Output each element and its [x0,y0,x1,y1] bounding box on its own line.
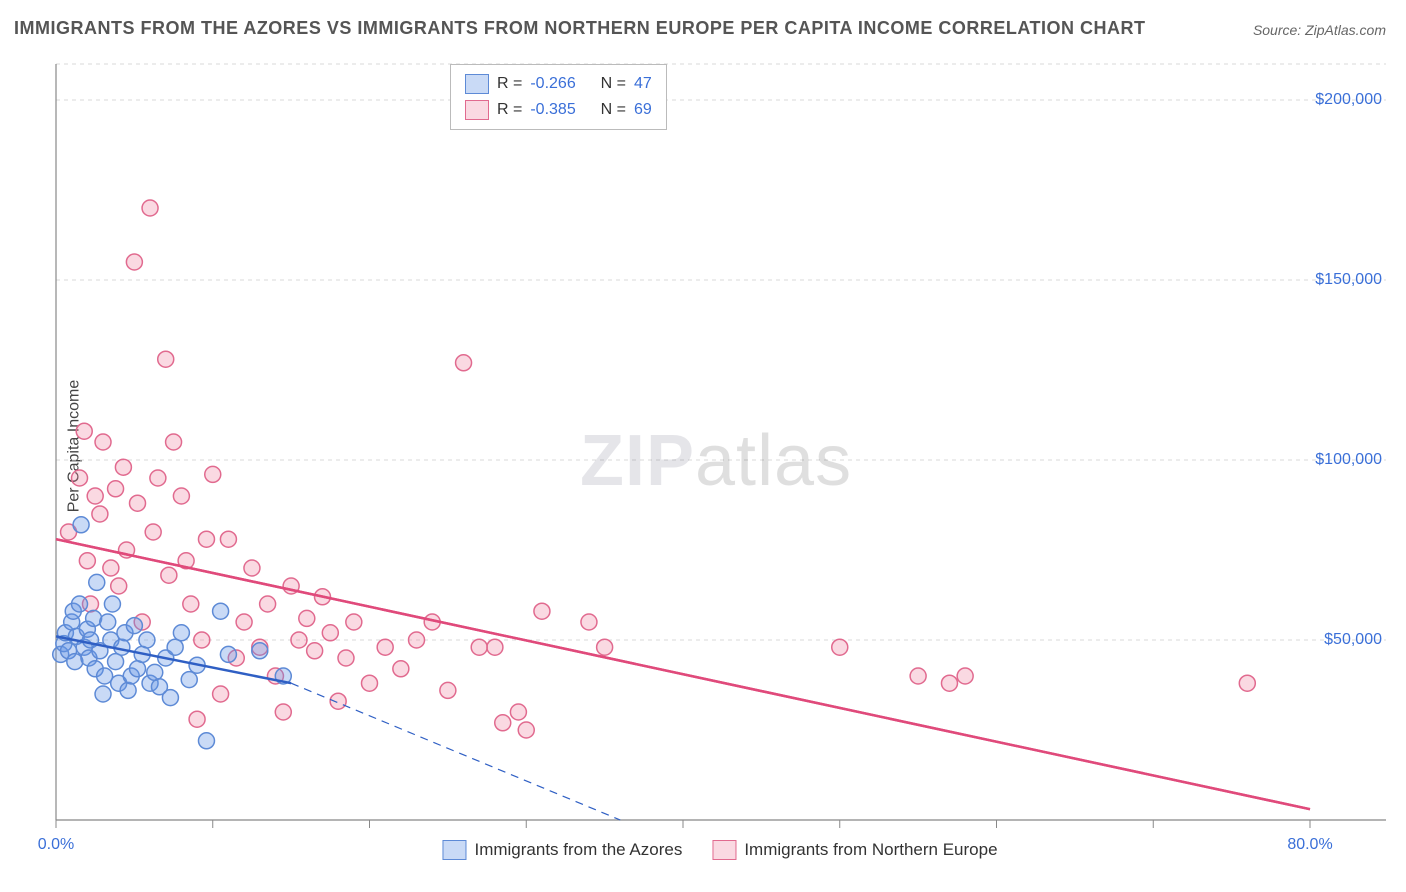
source-credit: Source: ZipAtlas.com [1253,22,1386,38]
n-label: N = [601,75,626,93]
watermark: ZIPatlas [580,420,852,502]
legend-row-neurope: R = -0.385 N = 69 [465,97,652,123]
x-tick-label: 80.0% [1287,836,1332,854]
swatch-azores [465,74,489,94]
source-name: ZipAtlas.com [1305,22,1386,38]
r-label: R = [497,75,522,93]
x-tick-label: 0.0% [38,836,74,854]
n-value-neurope: 69 [634,101,652,119]
legend-item-neurope: Immigrants from Northern Europe [712,840,997,860]
watermark-zip: ZIP [580,421,695,501]
n-value-azores: 47 [634,75,652,93]
swatch-azores-bottom [442,840,466,860]
n-label: N = [601,101,626,119]
legend-label-neurope: Immigrants from Northern Europe [744,840,997,860]
y-tick-label: $100,000 [1315,451,1382,469]
y-tick-label: $150,000 [1315,271,1382,289]
chart-title: IMMIGRANTS FROM THE AZORES VS IMMIGRANTS… [14,18,1146,39]
legend-item-azores: Immigrants from the Azores [442,840,682,860]
chart-area: ZIPatlas R = -0.266 N = 47 R = -0.385 N … [50,60,1390,860]
source-label: Source: [1253,22,1305,38]
swatch-neurope [465,100,489,120]
correlation-legend: R = -0.266 N = 47 R = -0.385 N = 69 [450,64,667,130]
legend-row-azores: R = -0.266 N = 47 [465,71,652,97]
y-tick-label: $50,000 [1324,631,1382,649]
r-label: R = [497,101,522,119]
legend-label-azores: Immigrants from the Azores [474,840,682,860]
swatch-neurope-bottom [712,840,736,860]
r-value-azores: -0.266 [530,75,575,93]
y-tick-label: $200,000 [1315,91,1382,109]
series-legend: Immigrants from the Azores Immigrants fr… [442,840,997,860]
watermark-atlas: atlas [695,421,852,501]
r-value-neurope: -0.385 [530,101,575,119]
